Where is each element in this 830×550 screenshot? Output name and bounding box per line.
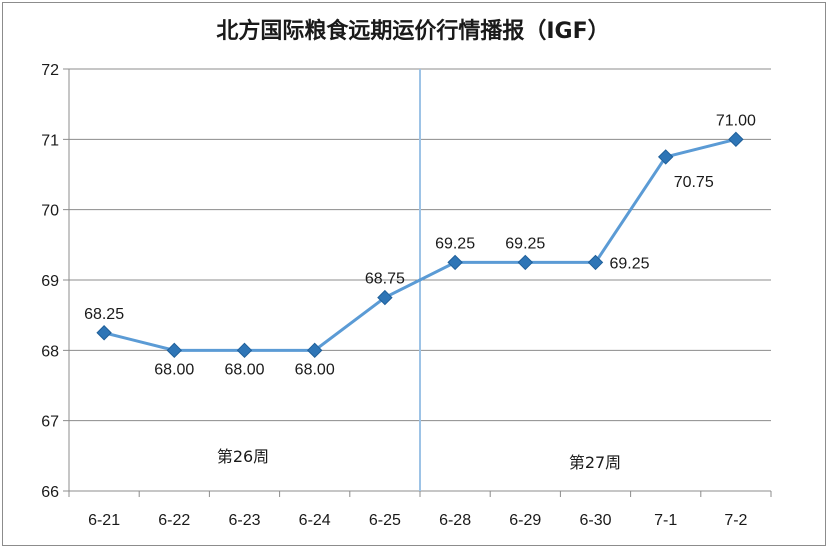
data-point-marker <box>447 254 463 271</box>
x-tick-label: 6-30 <box>579 512 611 529</box>
data-point-marker <box>236 342 253 359</box>
x-tick-label: 6-22 <box>158 512 190 529</box>
data-label: 69.25 <box>505 235 545 252</box>
y-tick-label: 66 <box>41 484 59 501</box>
chart-title: 北方国际粮食远期运价行情播报（IGF） <box>216 18 609 44</box>
data-point-marker <box>96 325 112 341</box>
x-tick-label: 6-24 <box>299 512 331 529</box>
x-tick-label: 7-1 <box>654 512 677 529</box>
y-tick-label: 70 <box>41 203 59 220</box>
x-tick-label: 6-21 <box>88 512 120 529</box>
data-point-marker <box>728 131 744 148</box>
gridlines <box>63 68 771 492</box>
week-label-27: 第27周 <box>569 453 621 472</box>
x-tick-label: 6-25 <box>369 512 401 529</box>
data-label: 69.25 <box>610 255 650 272</box>
data-labels: 68.25 68.00 68.00 68.00 68.75 69.25 69.25 69.25… <box>84 112 756 378</box>
data-label: 68.25 <box>84 306 124 323</box>
x-axis-ticks: 6-21 6-22 6-23 6-24 6-25 6-28 6-29 6-30 7-1 7-2 <box>68 491 772 529</box>
x-tick-label: 6-28 <box>439 512 471 529</box>
x-tick-label: 7-2 <box>724 512 747 529</box>
y-tick-label: 69 <box>41 273 59 290</box>
y-tick-label: 67 <box>41 414 59 431</box>
data-label: 68.00 <box>295 361 335 378</box>
y-tick-label: 68 <box>41 343 59 360</box>
y-tick-label: 72 <box>41 62 59 79</box>
data-label: 70.75 <box>674 174 714 191</box>
data-point-marker <box>587 254 604 271</box>
x-tick-label: 6-23 <box>228 512 260 529</box>
week-label-26: 第26周 <box>217 447 269 466</box>
series-polyline <box>103 137 737 352</box>
data-point-marker <box>657 149 674 165</box>
x-tick-label: 6-29 <box>509 512 541 529</box>
data-label: 69.25 <box>435 235 475 252</box>
y-axis-ticks: 66 67 68 69 70 71 72 <box>41 62 59 501</box>
data-point-marker <box>306 342 323 359</box>
series-line <box>96 131 744 359</box>
y-tick-label: 71 <box>41 132 59 149</box>
data-label: 68.00 <box>154 361 194 378</box>
data-point-marker <box>517 254 534 271</box>
data-label: 68.00 <box>224 361 264 378</box>
data-label: 68.75 <box>365 271 405 288</box>
data-point-marker <box>166 342 183 359</box>
data-point-marker <box>377 289 393 306</box>
data-label: 71.00 <box>716 112 756 129</box>
